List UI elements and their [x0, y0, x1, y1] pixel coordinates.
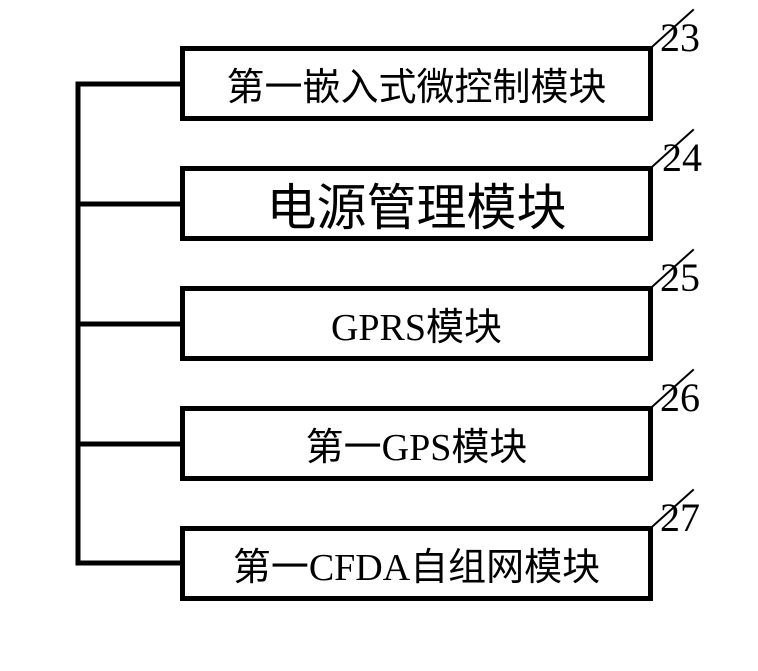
module-label: GPRS模块 — [331, 296, 502, 351]
reference-number: 25 — [660, 254, 700, 301]
module-box: 第一CFDA自组网模块 — [180, 526, 653, 601]
reference-number: 27 — [660, 494, 700, 541]
block-diagram: 第一嵌入式微控制模块 23 电源管理模块 24 GPRS模块 25 第一GPS模块 26 第一C… — [0, 0, 758, 671]
reference-number: 23 — [660, 14, 700, 61]
module-box: 第一GPS模块 — [180, 406, 653, 481]
module-label: 第一嵌入式微控制模块 — [226, 56, 606, 111]
module-label: 电源管理模块 — [267, 168, 567, 240]
module-box: 第一嵌入式微控制模块 — [180, 46, 653, 121]
module-label: 第一GPS模块 — [306, 416, 528, 471]
module-box: GPRS模块 — [180, 286, 653, 361]
reference-number: 26 — [660, 374, 700, 421]
reference-number: 24 — [662, 134, 702, 181]
module-label: 第一CFDA自组网模块 — [233, 536, 600, 591]
module-box: 电源管理模块 — [180, 166, 653, 241]
